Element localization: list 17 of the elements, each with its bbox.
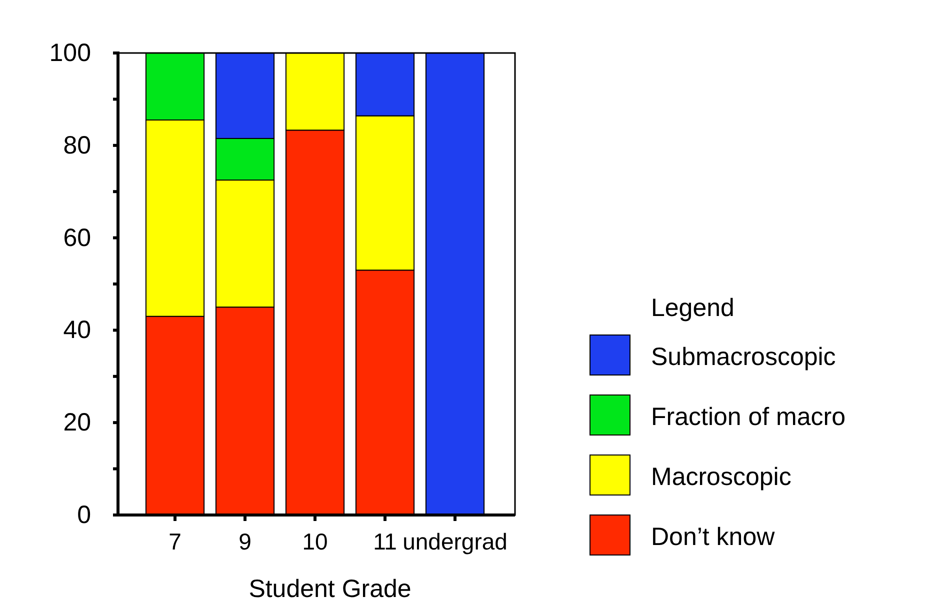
legend-label: Don’t know	[651, 523, 776, 551]
y-tick-label: 0	[77, 501, 91, 529]
legend-title: Legend	[651, 294, 734, 322]
y-tick-label: 60	[63, 224, 91, 252]
y-tick-label: 40	[63, 316, 91, 344]
y-tick-label: 20	[63, 408, 91, 437]
y-tick-label: 80	[63, 131, 91, 160]
x-tick-label: 9	[238, 528, 252, 554]
x-tick-label: undergrad	[402, 528, 508, 554]
legend-label: Fraction of macro	[651, 403, 846, 431]
x-tick-label: 11	[373, 528, 397, 554]
x-axis-title: Student Grade	[248, 575, 412, 603]
legend-label: Submacroscopic	[651, 343, 836, 371]
y-tick-label: 100	[49, 39, 91, 67]
x-tick-label: 10	[302, 528, 328, 554]
x-tick-label: 7	[168, 528, 182, 554]
legend-label: Macroscopic	[651, 463, 792, 491]
